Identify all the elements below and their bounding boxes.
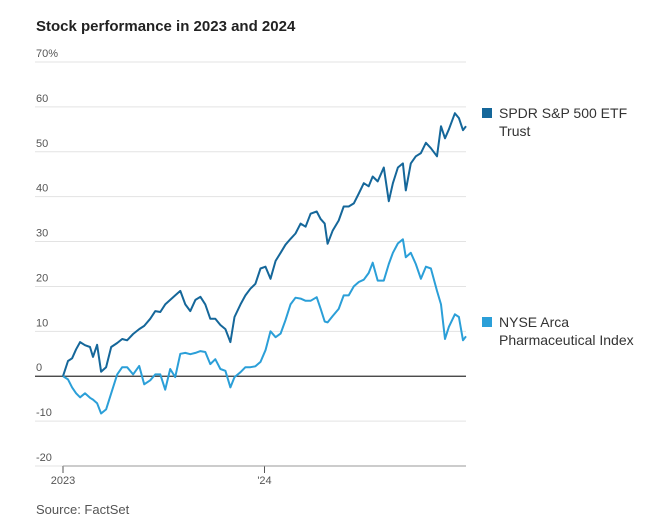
y-tick-label: 0 xyxy=(36,362,42,374)
y-tick-label: 10 xyxy=(36,317,48,329)
legend-entry: SPDR S&P 500 ETF Trust xyxy=(482,104,652,140)
y-tick-label: 40 xyxy=(36,183,48,195)
legend-swatch xyxy=(482,108,492,118)
y-tick-label: -10 xyxy=(36,407,52,419)
source-note: Source: FactSet xyxy=(36,502,130,517)
x-tick-label: 2023 xyxy=(51,475,75,487)
series-line xyxy=(62,112,467,377)
series-line xyxy=(62,238,467,415)
y-tick-label: 50 xyxy=(36,138,48,150)
legend-label: SPDR S&P 500 ETF Trust xyxy=(499,105,628,139)
legend-entry: NYSE Arca Pharmaceutical Index xyxy=(482,313,652,349)
chart-title: Stock performance in 2023 and 2024 xyxy=(36,18,296,35)
y-tick-label: -20 xyxy=(36,452,52,464)
y-tick-label: 60 xyxy=(36,93,48,105)
legend-swatch xyxy=(482,317,492,327)
y-tick-label: 20 xyxy=(36,272,48,284)
x-tick-label: '24 xyxy=(257,475,271,487)
legend-label: NYSE Arca Pharmaceutical Index xyxy=(499,314,634,348)
y-tick-label: 30 xyxy=(36,228,48,240)
y-tick-label: 70% xyxy=(36,48,58,60)
